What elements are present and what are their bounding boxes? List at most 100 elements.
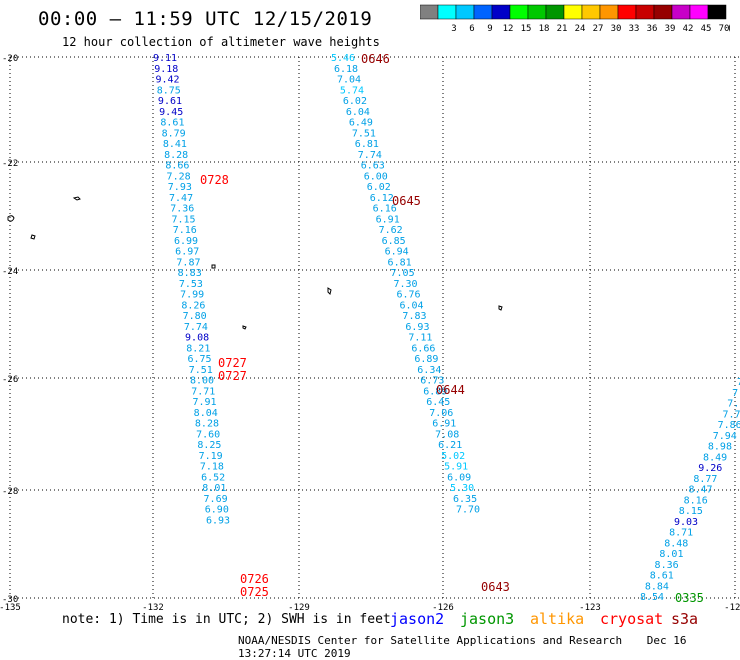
wave-height-value: 8.75 [157, 85, 181, 96]
wave-height-value: 7.05 [391, 268, 415, 279]
pass-time-label: 0726 [240, 572, 269, 586]
wave-height-value: 6.90 [205, 505, 229, 516]
wave-height-value: 8.47 [689, 485, 713, 496]
island-marker [498, 305, 503, 311]
legend-tick-label: 18 [539, 24, 550, 34]
wave-height-value: 8.26 [181, 300, 205, 311]
wave-height-value: 6.75 [188, 354, 212, 365]
legend-tick-label: 24 [575, 24, 586, 34]
wave-height-value: 9.03 [674, 517, 698, 528]
latitude-label: -28 [2, 487, 18, 497]
wave-height-value: 7.60 [196, 429, 220, 440]
wave-height-value: 7.87 [176, 257, 200, 268]
wave-height-value: 9.45 [159, 107, 183, 118]
wave-height-value: 6.91 [432, 419, 456, 430]
wave-height-value: 6.16 [373, 204, 397, 215]
wave-height-value: 6.99 [174, 236, 198, 247]
wave-height-value: 6.04 [399, 300, 423, 311]
credit-line: NOAA/NESDIS Center for Satellite Applica… [238, 634, 740, 660]
wave-height-value: 6.00 [364, 171, 388, 182]
pass-time-label: 0728 [200, 173, 229, 187]
wave-height-value: 6.81 [355, 139, 379, 150]
wave-height-value: 6.34 [417, 365, 441, 376]
wave-height-value: 7.86 [718, 420, 740, 431]
wave-height-value: 6.93 [206, 515, 230, 526]
wave-height-value: 6.21 [438, 440, 462, 451]
wave-height-value: 6.09 [447, 472, 471, 483]
wave-height-value: 8.21 [186, 343, 210, 354]
legend-tick-label: 36 [647, 24, 658, 34]
longitude-label: -120 [724, 603, 740, 613]
longitude-label: -135 [0, 603, 21, 613]
legend-tick-label: 3 [451, 24, 456, 34]
island-marker [242, 325, 247, 330]
wave-height-value: 7 [732, 388, 738, 399]
legend-tick-label: 6 [469, 24, 474, 34]
wave-height-value: 7.19 [199, 451, 223, 462]
legend-tick-label: 30 [611, 24, 622, 34]
latitude-label: -22 [2, 159, 18, 169]
wave-height-value: 8.83 [178, 268, 202, 279]
legend-tick-label: 21 [557, 24, 568, 34]
wave-height-value: 7.30 [394, 279, 418, 290]
wave-height-value: 9.11 [153, 53, 177, 64]
wave-height-value: 5.91 [444, 462, 468, 473]
wave-height-value: 7.51 [189, 365, 213, 376]
island-marker [327, 287, 332, 295]
satellite-label-jason3: jason3 [460, 610, 515, 628]
wave-height-value: 9.26 [698, 463, 722, 474]
wave-height-value: 8.66 [165, 161, 189, 172]
wave-height-value: 7.16 [173, 225, 197, 236]
wave-height-value: 7.71 [191, 386, 215, 397]
wave-height-value: 7.53 [179, 279, 203, 290]
wave-height-value: 7.11 [408, 333, 432, 344]
page-subtitle: 12 hour collection of altimeter wave hei… [62, 35, 380, 49]
legend-swatch [707, 4, 727, 20]
wave-height-value: 5.30 [450, 483, 474, 494]
pass-time-label: 0727 [218, 356, 247, 370]
longitude-label: -126 [432, 603, 454, 613]
legend-tick-label: 39 [665, 24, 676, 34]
wave-height-value: 7.28 [167, 171, 191, 182]
wave-height-value: 6.97 [175, 247, 199, 258]
latitude-label: -24 [2, 267, 18, 277]
latitude-label: -20 [2, 54, 18, 64]
latitude-label: -26 [2, 375, 18, 385]
wave-height-value: 7 [737, 377, 740, 388]
wave-height-value: 9.61 [158, 96, 182, 107]
wave-height-value: 6.52 [201, 472, 225, 483]
wave-height-value: 8.15 [679, 506, 703, 517]
pass-time-label: 0645 [392, 194, 421, 208]
wave-height-value: 6.81 [388, 257, 412, 268]
pass-time-label: 0725 [240, 585, 269, 599]
satellite-label-altika: altika [530, 610, 585, 628]
longitude-label: -132 [142, 603, 164, 613]
wave-height-value: 6.45 [426, 397, 450, 408]
wave-height-value: 7.75 [722, 409, 740, 420]
pass-time-label: 0644 [436, 383, 465, 397]
legend-unit: (ft) [727, 24, 730, 34]
island-marker [30, 234, 36, 240]
wave-height-value: 7.80 [183, 311, 207, 322]
wave-height-value: 6.04 [346, 107, 370, 118]
wave-height-value: 7.99 [180, 290, 204, 301]
wave-height-value: 6.12 [370, 193, 394, 204]
wave-height-value: 6.66 [411, 343, 435, 354]
wave-height-value: 8.28 [164, 150, 188, 161]
wave-height-value: 8.25 [197, 440, 221, 451]
wave-height-value: 5.46 [331, 53, 355, 64]
wave-height-value: 8.79 [162, 128, 186, 139]
wave-height-value: 6.89 [414, 354, 438, 365]
legend-tick-label: 12 [503, 24, 514, 34]
wave-height-value: 7.08 [435, 429, 459, 440]
wave-height-value: 6.85 [382, 236, 406, 247]
wave-height-value: 5.02 [441, 451, 465, 462]
wave-height-value: 7.83 [402, 311, 426, 322]
wave-height-value: 6.49 [349, 118, 373, 129]
wave-height-value: 9.08 [185, 333, 209, 344]
wave-height-value: 8.84 [645, 581, 669, 592]
satellite-label-s3a: s3a [671, 610, 699, 628]
wave-height-value: 6.18 [334, 64, 358, 75]
wave-height-value: 6.63 [361, 161, 385, 172]
pass-time-label: 0643 [481, 580, 510, 594]
